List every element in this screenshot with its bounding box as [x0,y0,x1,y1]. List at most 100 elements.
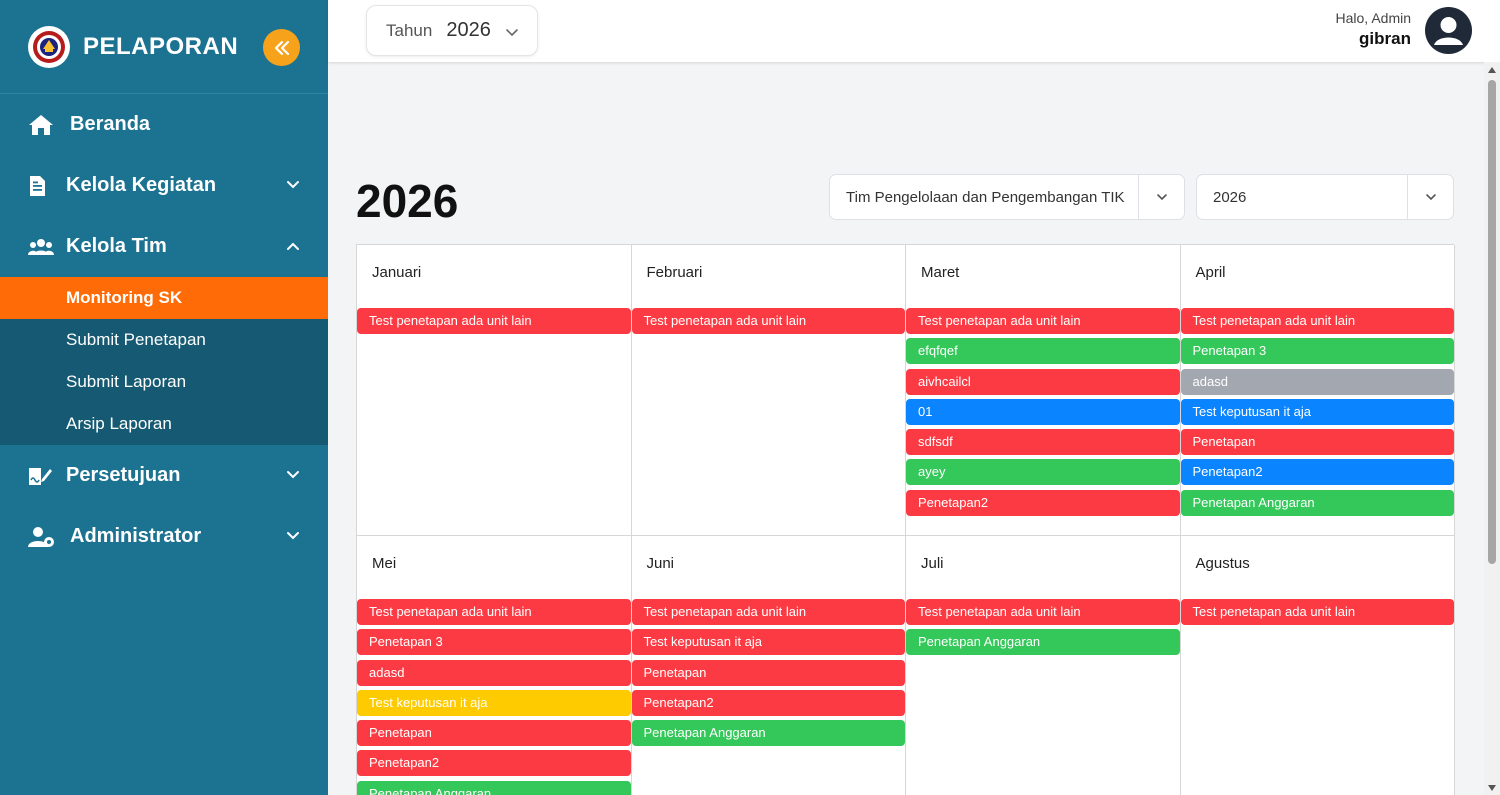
calendar-event[interactable]: Test penetapan ada unit lain [906,599,1180,625]
home-icon [28,114,58,136]
chevron-down-icon [287,532,299,540]
chevron-down-icon [1425,194,1436,201]
sidebar-item-persetujuan[interactable]: Persetujuan [0,445,328,506]
logo [28,25,70,68]
chevron-up-icon [287,242,299,250]
calendar-event[interactable]: Test penetapan ada unit lain [631,308,905,334]
user-info: Halo, Admin gibran [1336,10,1411,49]
calendar-event[interactable]: Test penetapan ada unit lain [631,599,905,625]
page-title: 2026 [356,175,459,227]
user-name: gibran [1359,29,1411,48]
calendar-year-select-toggle[interactable] [1407,175,1453,219]
calendar-event[interactable]: Penetapan 3 [357,629,631,656]
month-name: Januari [357,245,631,308]
document-icon [28,175,58,197]
month-cell: Januari Test penetapan ada unit lain [357,245,632,536]
scroll-thumb[interactable] [1488,80,1496,564]
sidebar-item-kelola-kegiatan[interactable]: Kelola Kegiatan [0,155,328,216]
calendar-event[interactable]: Penetapan2 [631,689,905,716]
calendar-event[interactable]: Penetapan Anggaran [906,629,1180,656]
calendar-event[interactable]: Penetapan Anggaran [357,780,631,795]
month-name: April [1180,245,1454,308]
sidebar-item-label: Beranda [70,113,151,135]
year-dropdown-value: 2026 [446,19,491,41]
month-name: Mei [357,536,631,599]
calendar-event[interactable]: Test keputusan it aja [631,629,905,656]
calendar-event[interactable]: 01 [906,398,1180,425]
double-chevron-left-icon [274,40,289,55]
month-events: Test penetapan ada unit lain [631,308,905,338]
calendar-event[interactable]: Test penetapan ada unit lain [357,599,631,625]
calendar-event[interactable]: Penetapan Anggaran [1180,489,1454,516]
team-select-value: Tim Pengelolaan dan Pengembangan TIK [846,188,1125,206]
month-events: Test penetapan ada unit lain Penetapan 3 a… [1180,308,1454,520]
sidebar-item-label: Administrator [70,525,202,547]
month-name: Agustus [1180,536,1454,599]
collapse-sidebar-button[interactable] [263,29,300,66]
calendar-event[interactable]: Penetapan2 [1180,459,1454,486]
submenu-item-submit-laporan[interactable]: Submit Laporan [66,372,187,391]
calendar-year-select-value: 2026 [1213,188,1247,206]
calendar-grid: Januari Test penetapan ada unit lain Febru… [356,244,1455,795]
month-cell: Agustus Test penetapan ada unit lain [1180,536,1455,795]
month-name: Februari [631,245,905,308]
calendar-event[interactable]: Penetapan 3 [1180,338,1454,365]
month-events: Test penetapan ada unit lain Penetapan An… [906,599,1180,660]
month-events: Test penetapan ada unit lain Penetapan 3 a… [357,599,631,795]
sidebar-item-label: Kelola Tim [66,235,167,257]
calendar-event[interactable]: efqfqef [906,338,1180,365]
sidebar-item-label: Kelola Kegiatan [66,174,217,196]
team-select-toggle[interactable] [1138,175,1184,219]
users-icon [28,238,58,256]
calendar-event[interactable]: Penetapan [357,720,631,747]
sidebar-item-label: Persetujuan [66,464,181,486]
submenu-item-submit-penetapan[interactable]: Submit Penetapan [66,330,206,349]
calendar-event[interactable]: Test keputusan it aja [357,689,631,716]
calendar-event[interactable]: adasd [1180,368,1454,395]
calendar-event[interactable]: Test penetapan ada unit lain [906,308,1180,334]
calendar-event[interactable]: Penetapan Anggaran [631,720,905,747]
calendar-event[interactable]: Test penetapan ada unit lain [1180,599,1454,625]
month-name: Juni [631,536,905,599]
scroll-up-arrow[interactable] [1488,67,1496,73]
calendar-event[interactable]: Test penetapan ada unit lain [1180,308,1454,334]
submenu-item-monitoring-sk[interactable]: Monitoring SK [0,277,328,319]
calendar-event[interactable]: ayey [906,459,1180,486]
topbar: Tahun 2026 Halo, Admin gibran [328,0,1500,62]
scroll-down-arrow[interactable] [1488,785,1496,791]
calendar-event[interactable]: adasd [357,659,631,686]
calendar-event[interactable]: Penetapan [1180,429,1454,456]
calendar-event[interactable]: Test penetapan ada unit lain [357,308,631,334]
month-cell: Maret Test penetapan ada unit lain efqfqef… [906,245,1181,536]
sidebar-item-administrator[interactable]: Administrator [0,506,328,567]
calendar-event[interactable]: sdfsdf [906,429,1180,456]
month-events: Test penetapan ada unit lain Test keputus… [631,599,905,750]
month-name: Juli [906,536,1180,599]
sidebar-item-beranda[interactable]: Beranda [0,94,328,155]
user-circle-icon [1434,17,1463,45]
signature-icon [28,465,58,487]
brand-header: PELAPORAN [0,0,328,94]
avatar[interactable] [1425,7,1472,54]
sidebar-nav: Beranda Kelola Kegiatan Kelola Tim [0,94,328,277]
month-cell: Juni Test penetapan ada unit lain Test kep… [631,536,906,795]
page-scrollbar[interactable] [1484,62,1500,795]
calendar-event[interactable]: Test keputusan it aja [1180,398,1454,425]
year-dropdown[interactable]: Tahun 2026 [366,5,538,56]
calendar-event[interactable]: Penetapan [631,659,905,686]
sidebar-item-kelola-tim[interactable]: Kelola Tim [0,216,328,277]
calendar-event[interactable]: Penetapan2 [906,489,1180,516]
month-cell: Juli Test penetapan ada unit lain Penetapa… [906,536,1181,795]
calendar-year-select[interactable]: 2026 [1196,174,1454,220]
month-cell: Februari Test penetapan ada unit lain [631,245,906,536]
team-select[interactable]: Tim Pengelolaan dan Pengembangan TIK [829,174,1185,220]
chevron-down-icon [1156,194,1167,201]
month-events: Test penetapan ada unit lain [1180,599,1454,629]
brand-name: PELAPORAN [83,32,239,60]
submenu-item-arsip-laporan[interactable]: Arsip Laporan [66,414,172,433]
month-cell: April Test penetapan ada unit lain Penetap… [1180,245,1455,536]
calendar-event[interactable]: aivhcailcl [906,368,1180,395]
calendar-event[interactable]: Penetapan2 [357,750,631,777]
user-greeting: Halo, Admin [1335,10,1411,26]
sidebar: PELAPORAN Beranda Kelola Kegiatan Kelola [0,0,328,795]
